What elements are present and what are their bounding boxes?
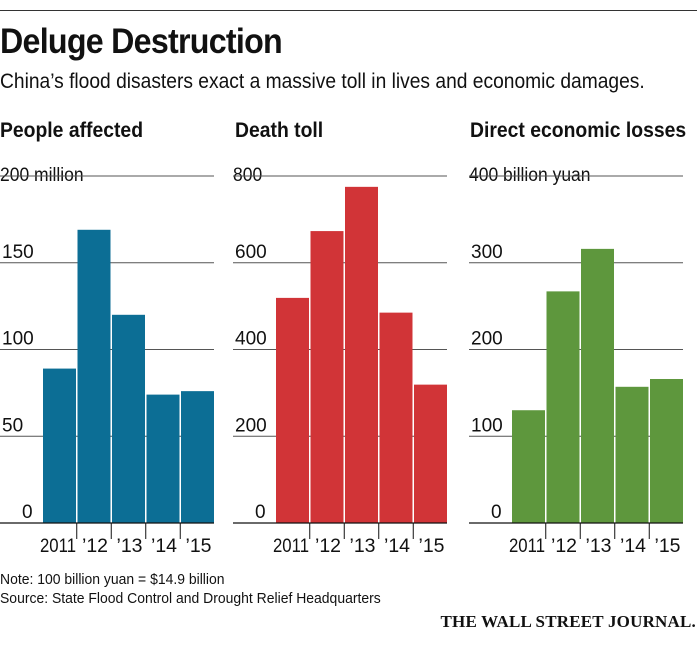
publisher-logo: THE WALL STREET JOURNAL.	[440, 612, 696, 631]
bar-1	[546, 291, 580, 523]
bar-2	[581, 248, 614, 523]
panel-title-economic-losses: Direct economic losses	[470, 118, 687, 142]
y-tick-label: 0	[22, 502, 33, 523]
y-tick-label: 400	[235, 329, 267, 350]
y-tick-label: 100	[471, 415, 503, 436]
y-tick-label: 150	[2, 242, 34, 263]
x-tick-label: 2011	[509, 536, 545, 557]
y-tick-label: 0	[255, 502, 266, 523]
source-text: Source: State Flood Control and Drought …	[0, 590, 381, 607]
bar-3	[379, 312, 413, 523]
x-tick-label: ’15	[186, 536, 212, 557]
y-tick-label: 200	[235, 415, 267, 436]
footnote: Note: 100 billion yuan = $14.9 billion S…	[0, 570, 381, 608]
y-tick-label: 600	[235, 242, 267, 263]
x-tick-label: ’15	[655, 536, 681, 557]
bar-2	[345, 186, 378, 523]
chart-subtitle: China’s flood disasters exact a massive …	[0, 70, 645, 93]
chart-death-toll: 0 200 400 600 2011 ’12 ’13 ’14 ’15	[233, 175, 447, 557]
y-tick-label: 100	[2, 329, 34, 350]
bar-4	[414, 384, 447, 523]
x-tick-label: ’12	[82, 536, 108, 557]
y-tick-label: 50	[2, 415, 23, 436]
y-tick-label: 200	[471, 329, 503, 350]
bar-2	[112, 314, 145, 523]
x-tick-label: 2011	[40, 536, 76, 557]
x-tick-label: ’13	[117, 536, 143, 557]
x-tick-label: ’14	[151, 536, 177, 557]
chart-economic-losses: 0 100 200 300 2011 ’12 ’13 ’14 ’15	[469, 175, 683, 557]
y-tick-label: 300	[471, 242, 503, 263]
x-tick-label: 2011	[273, 536, 309, 557]
bar-0	[512, 410, 545, 523]
bar-3	[615, 386, 649, 523]
bar-0	[43, 368, 76, 523]
note-text: Note: 100 billion yuan = $14.9 billion	[0, 571, 225, 588]
panel-title-people-affected: People affected	[0, 118, 144, 142]
bar-0	[276, 297, 309, 523]
x-tick-label: ’13	[350, 536, 376, 557]
x-tick-label: ’12	[551, 536, 577, 557]
x-tick-label: ’14	[384, 536, 410, 557]
x-tick-label: ’12	[315, 536, 341, 557]
y-tick-label: 0	[491, 502, 502, 523]
top-rule	[0, 10, 697, 11]
bar-4	[181, 391, 214, 523]
bar-3	[146, 394, 180, 523]
x-tick-label: ’15	[419, 536, 445, 557]
bar-4	[650, 378, 683, 523]
bar-1	[77, 229, 111, 523]
x-tick-label: ’13	[586, 536, 612, 557]
chart-people-affected: 0 50 100 150 2011 ’12 ’13 ’14 ’15	[0, 175, 214, 557]
chart-title: Deluge Destruction	[0, 22, 283, 61]
x-tick-label: ’14	[620, 536, 646, 557]
bar-1	[310, 231, 344, 523]
panel-title-death-toll: Death toll	[235, 118, 324, 142]
